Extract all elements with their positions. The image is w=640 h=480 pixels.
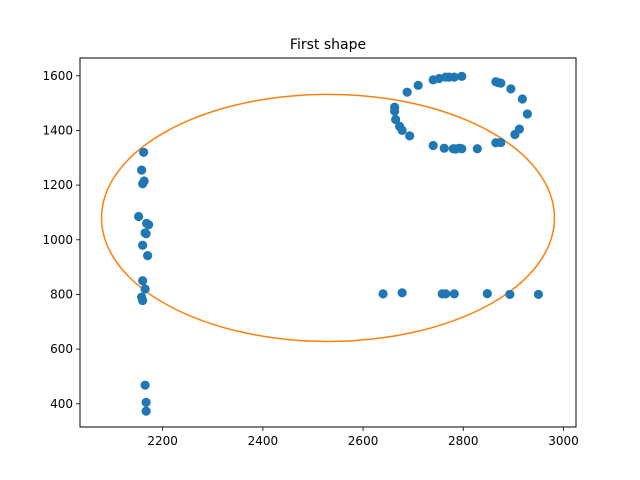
- scatter-point: [428, 140, 438, 151]
- scatter-point: [397, 125, 407, 136]
- y-tick-label: 1200: [42, 178, 73, 192]
- scatter-points: [134, 71, 544, 416]
- x-tick-label: 2400: [248, 434, 279, 448]
- scatter-point: [441, 289, 451, 299]
- scatter-point: [137, 165, 147, 175]
- scatter-point: [514, 124, 524, 134]
- scatter-point: [413, 80, 423, 90]
- scatter-point: [449, 72, 459, 82]
- scatter-point: [378, 289, 388, 299]
- scatter-point: [533, 289, 544, 300]
- y-tick-label: 1400: [42, 123, 73, 137]
- y-tick-label: 600: [50, 342, 73, 356]
- scatter-point: [517, 94, 527, 104]
- scatter-point: [496, 137, 506, 148]
- ellipse-curve: [100, 93, 556, 343]
- x-tick-label: 2800: [448, 434, 479, 448]
- x-tick-label: 2600: [348, 434, 379, 448]
- x-axis: 2200 2400 2600 2800 3000: [147, 427, 579, 448]
- scatter-point: [397, 288, 407, 298]
- scatter-point: [141, 229, 151, 239]
- y-tick-label: 1000: [42, 233, 73, 247]
- scatter-point: [457, 71, 467, 81]
- scatter-point: [449, 289, 459, 299]
- y-tick-label: 800: [50, 287, 73, 301]
- scatter-point: [139, 176, 149, 186]
- y-tick-label: 1600: [42, 69, 73, 83]
- scatter-point: [134, 211, 144, 222]
- scatter-point: [138, 240, 148, 250]
- scatter-point: [402, 87, 412, 97]
- scatter-point: [138, 295, 148, 306]
- axes-frame: [79, 57, 577, 428]
- y-tick-label: 400: [50, 397, 73, 411]
- scatter-point: [144, 220, 154, 230]
- scatter-point: [138, 276, 148, 286]
- y-axis: 400 600 800 1000 1200 1400 1600: [42, 69, 80, 411]
- scatter-point: [439, 143, 449, 153]
- scatter-point: [390, 106, 400, 116]
- scatter-point: [482, 289, 492, 299]
- scatter-point: [505, 289, 515, 300]
- scatter-point: [141, 406, 151, 416]
- x-tick-label: 3000: [548, 434, 579, 448]
- scatter-point: [143, 251, 153, 261]
- plot-area: [80, 58, 576, 427]
- scatter-point: [522, 109, 533, 119]
- scatter-point: [506, 84, 516, 94]
- scatter-point: [496, 78, 506, 88]
- scatter-point: [472, 144, 482, 154]
- scatter-point: [140, 380, 150, 390]
- x-tick-label: 2200: [147, 434, 178, 448]
- scatter-point: [405, 131, 415, 141]
- fitted-ellipse: [100, 93, 556, 343]
- scatter-point: [141, 397, 151, 407]
- scatter-point: [139, 147, 149, 157]
- scatter-point: [140, 284, 150, 294]
- scatter-point: [457, 144, 467, 154]
- scatter-point: [391, 114, 401, 125]
- chart-title: First shape: [290, 37, 366, 53]
